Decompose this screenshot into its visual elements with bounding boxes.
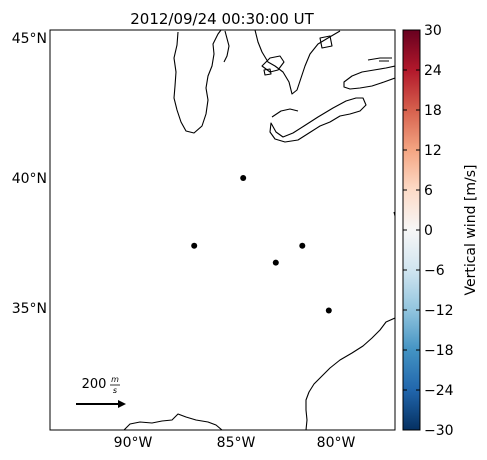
ontario-north-shore (367, 57, 392, 62)
colorbar-tick-label: 24 (424, 63, 442, 79)
gulf-coastline (123, 413, 223, 430)
lake-island (319, 35, 333, 49)
map-frame (49, 29, 396, 431)
station-dot (240, 175, 247, 181)
lake-michigan-shoreline (173, 30, 222, 134)
station-dot (325, 307, 332, 314)
colorbar-tick-label: −24 (424, 383, 454, 399)
reference-wind-arrow: 200 m s (76, 375, 126, 408)
reference-arrow-unit-den: s (113, 386, 117, 395)
colorbar-tick-label: 6 (424, 183, 433, 199)
erie-inner-shore (271, 108, 299, 118)
colorbar-tick-label: 18 (424, 103, 442, 119)
station-markers (191, 175, 332, 314)
colorbar-ticks: 30 24 18 12 6 0 −6 −12 −18 −24 −30 (403, 23, 454, 439)
station-dot (272, 259, 279, 266)
georgian-bay-shoreline (261, 55, 285, 73)
lake-island (263, 68, 272, 76)
latitude-labels: 45°N 40°N 35°N (12, 31, 47, 317)
colorbar-tick-label: −18 (424, 343, 454, 359)
station-dot (299, 242, 306, 249)
colorbar-tick-label: −30 (424, 423, 454, 439)
lon-label: 85°W (217, 435, 256, 451)
colorbar-tick-label: 12 (424, 143, 442, 159)
reference-arrow-value: 200 (82, 377, 107, 392)
atlantic-coastline (305, 317, 395, 430)
lon-label: 80°W (317, 435, 356, 451)
michigan-east-coast (223, 30, 230, 63)
colorbar: 30 24 18 12 6 0 −6 −12 −18 −24 −30 Vertical wind [… (402, 23, 479, 439)
chesapeake-coast (393, 211, 395, 219)
lat-label: 40°N (12, 171, 47, 187)
colorbar-tick-label: −12 (424, 303, 454, 319)
station-dot (191, 242, 198, 249)
colorbar-tick-label: 30 (424, 23, 442, 39)
lake-huron-shoreline (254, 30, 341, 95)
colorbar-tick-label: 0 (424, 223, 433, 239)
lat-label: 45°N (12, 31, 47, 47)
lake-erie-shoreline (269, 97, 367, 143)
colorbar-tick-label: −6 (424, 263, 445, 279)
figure-title: 2012/09/24 00:30:00 UT (130, 10, 314, 28)
map-panel (123, 30, 395, 430)
lat-label: 35°N (12, 301, 47, 317)
longitude-labels: 90°W 85°W 80°W (114, 435, 356, 451)
lake-ontario-shoreline (343, 65, 395, 90)
reference-arrow-unit-num: m (111, 375, 119, 384)
colorbar-label: Vertical wind [m/s] (463, 165, 479, 296)
lon-label: 90°W (114, 435, 153, 451)
